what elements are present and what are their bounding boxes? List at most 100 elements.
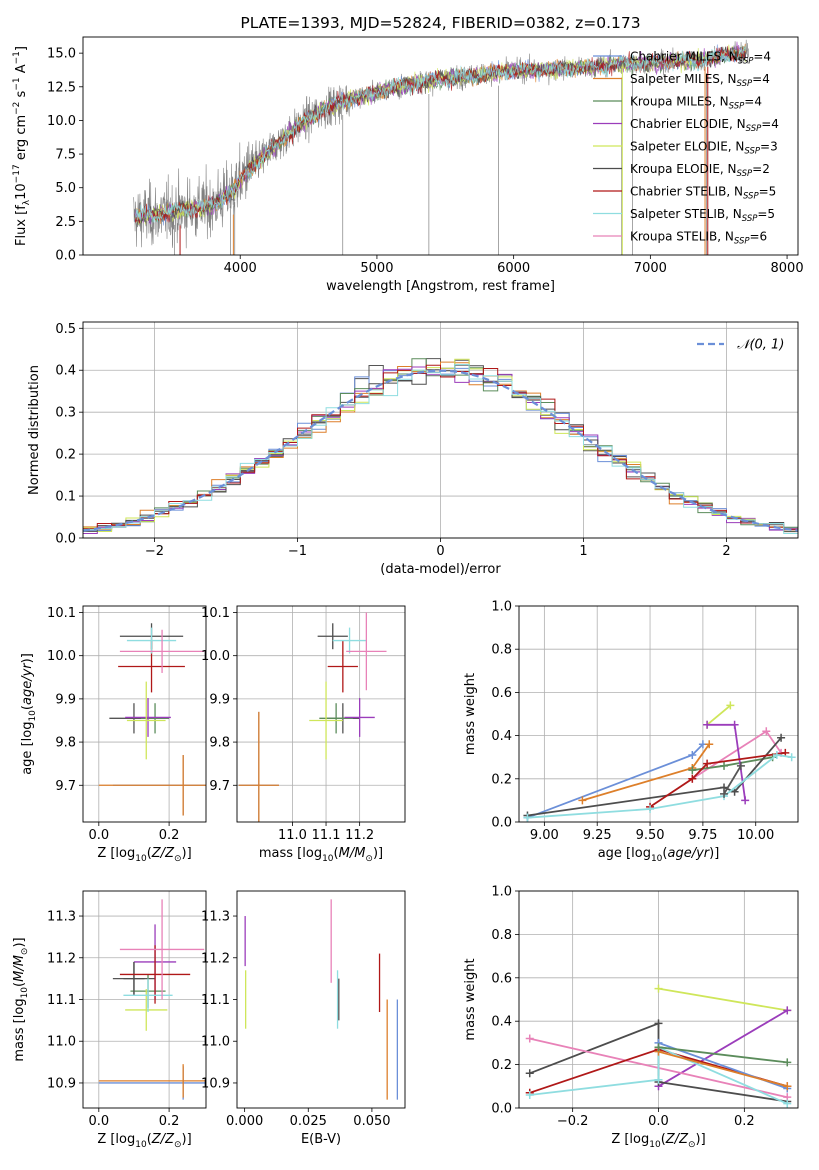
- weight-point-marker: [654, 1075, 663, 1084]
- label-part: )]: [709, 846, 719, 861]
- tick-label-x: 0.2: [159, 1114, 180, 1129]
- panel-weight_vs_age: 9.00 9.25 9.50 9.75 10.00 0.0 0.2 0.4 0.6 0.8 1.0: [491, 600, 798, 843]
- tick-label-y: 11.0: [201, 1035, 230, 1050]
- weight-point-marker: [783, 1099, 792, 1108]
- weight-point-marker: [688, 751, 697, 760]
- tick-label-y: 11.3: [47, 910, 76, 925]
- tick-label-x: 1: [579, 544, 587, 559]
- legend-entry: Kroupa MILES, NSSP=4: [630, 95, 762, 112]
- legend-subscript: SSP: [729, 102, 745, 112]
- legend-subscript: SSP: [737, 169, 753, 179]
- label-part: )]: [696, 1132, 706, 1147]
- weight-point-marker: [646, 805, 655, 814]
- label-part: ⊙: [365, 854, 373, 864]
- y-axis-label: Normed distribution: [27, 365, 42, 495]
- legend-entry: Salpeter ELODIE, NSSP=3: [630, 140, 778, 157]
- x-axis-label: wavelength [Angstrom, rest frame]: [326, 279, 555, 294]
- label-part: −1: [12, 77, 22, 90]
- label-part: 10: [651, 854, 663, 864]
- tick-label-y: 7.5: [55, 148, 76, 163]
- weight-point-marker: [578, 796, 587, 805]
- label-part: ⊙: [174, 1140, 182, 1150]
- weight-point-marker: [525, 1069, 534, 1078]
- label-part: λ: [22, 199, 32, 205]
- weight-point-marker: [787, 753, 796, 762]
- tick-label-y: 0.0: [55, 249, 76, 264]
- label-part: 10: [28, 710, 38, 722]
- tick-label-x: 0: [436, 544, 444, 559]
- legend-subscript: SSP: [738, 57, 754, 67]
- tick-label-x: 0.2: [159, 828, 180, 843]
- tick-label-y: 0.8: [491, 643, 512, 658]
- tick-label-y: 0.6: [491, 971, 512, 986]
- tick-label-y: 5.0: [55, 181, 76, 196]
- label-part: Z [log: [611, 1132, 649, 1147]
- weight-point-marker: [654, 1019, 663, 1028]
- label-part: )]: [373, 846, 383, 861]
- tick-label-y: 9.9: [55, 692, 76, 707]
- residual-histogram-line: [83, 364, 798, 534]
- tick-label-x: 0.0: [88, 828, 109, 843]
- y-axis-label: mass weight: [463, 958, 478, 1040]
- label-part: Z/Z: [151, 1132, 175, 1147]
- weight-point-marker: [720, 761, 729, 770]
- weight-series-line: [706, 704, 731, 726]
- tick-label-x: 0.025: [290, 1114, 327, 1129]
- weight-point-marker: [523, 813, 532, 822]
- tick-label-y: 0.6: [491, 686, 512, 701]
- chart-title: PLATE=1393, MJD=52824, FIBERID=0382, z=0…: [240, 14, 640, 32]
- label-part: age [log: [598, 846, 651, 861]
- axes-frame: [236, 605, 406, 823]
- weight-series-line: [658, 1050, 788, 1088]
- legend-text: Kroupa ELODIE, N: [630, 162, 737, 176]
- tick-label-x: 0.2: [734, 1114, 755, 1129]
- weight-series-line: [527, 743, 704, 819]
- legend-text: Salpeter MILES, N: [630, 72, 737, 86]
- label-part: (: [147, 846, 152, 861]
- legend-text: Salpeter STELIB, N: [630, 207, 742, 221]
- errorbar-group: [98, 899, 206, 1100]
- weight-point-marker: [783, 1058, 792, 1067]
- label-part: erg cm: [14, 115, 29, 164]
- weight-point-marker: [688, 774, 697, 783]
- label-part: (: [12, 982, 27, 987]
- label-part: ⊙: [688, 1140, 696, 1150]
- x-axis-label: Z [log10(Z/Z⊙)]: [97, 1132, 191, 1150]
- weight-point-marker: [772, 751, 781, 760]
- axes-frame: [82, 890, 207, 1109]
- tick-label-x: 9.25: [583, 828, 612, 843]
- label-part: Z [log: [97, 1132, 135, 1147]
- tick-label-y: 11.3: [201, 910, 230, 925]
- weight-point-marker: [720, 789, 729, 798]
- panel-weight_vs_Z: −0.2 0.0 0.2 0.0 0.2 0.4 0.6 0.8 1.0: [491, 885, 798, 1129]
- legend-subscript: SSP: [734, 237, 750, 247]
- tick-label-x: 9.50: [636, 828, 665, 843]
- weight-series-line: [723, 765, 742, 795]
- legend-entry: Salpeter STELIB, NSSP=5: [630, 207, 775, 224]
- panel-mass_vs_ebv: 0.000 0.025 0.050 10.9 11.0 11.1 11.2 11.3: [201, 910, 390, 1129]
- weight-point-marker: [654, 1043, 663, 1052]
- tick-label-y: 2.5: [55, 215, 76, 230]
- legend-value: =4: [761, 117, 779, 131]
- weight-series-line: [527, 737, 782, 817]
- legend-subscript: SSP: [737, 79, 753, 89]
- label-part: (: [661, 1132, 666, 1147]
- legend-value: =6: [750, 230, 768, 244]
- legend-text: Chabrier STELIB, N: [630, 185, 743, 199]
- legend-entry: Salpeter MILES, NSSP=4: [630, 72, 770, 89]
- errorbar-group: [238, 612, 387, 822]
- tick-label-y: 0.0: [491, 1102, 512, 1117]
- label-part: −17: [12, 164, 22, 183]
- weight-point-marker: [703, 720, 712, 729]
- y-axis-label: Flux [fλ10−17 erg cm−2 s−1 A−1]: [12, 46, 32, 246]
- label-part: 10: [322, 854, 334, 864]
- tick-label-x: −2: [145, 544, 164, 559]
- weight-point-marker: [726, 701, 735, 710]
- weight-point-marker: [777, 733, 786, 742]
- tick-label-y: 0.2: [491, 1058, 512, 1073]
- x-axis-label: (data-model)/error: [380, 562, 501, 577]
- label-part: (: [334, 846, 339, 861]
- label-part: ⊙: [174, 854, 182, 864]
- weight-point-marker: [783, 1006, 792, 1015]
